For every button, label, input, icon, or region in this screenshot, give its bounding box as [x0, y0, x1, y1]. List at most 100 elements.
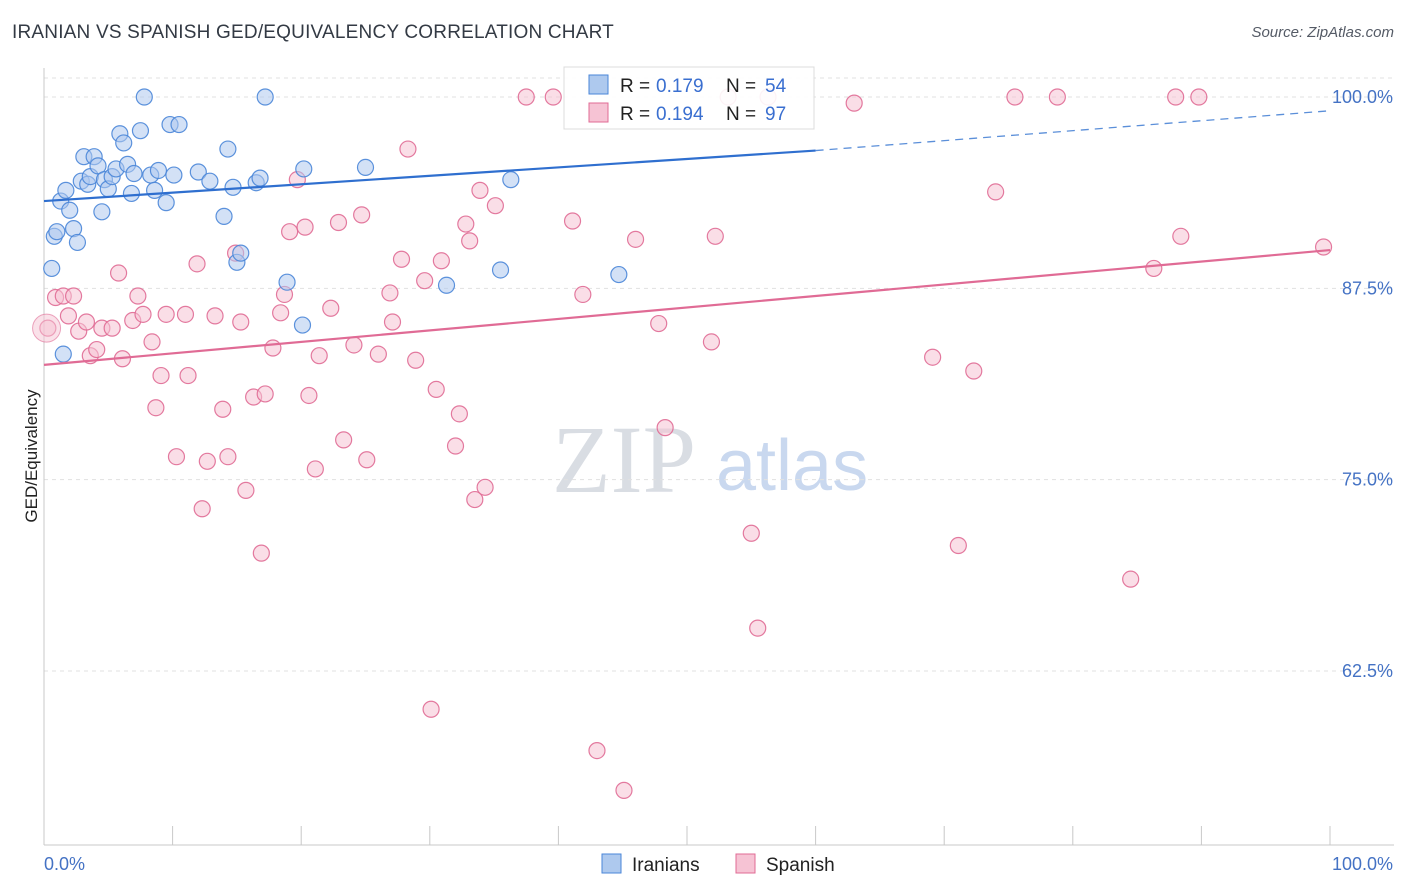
- iranian-point: [491, 261, 510, 279]
- spanish-point: [296, 218, 314, 236]
- iranian-point: [89, 157, 107, 175]
- spanish-point: [427, 380, 445, 398]
- legend-r-label-spanish: R =: [620, 104, 650, 125]
- spanish-point: [1145, 259, 1163, 278]
- iranian-point: [165, 166, 183, 184]
- spanish-point: [193, 500, 211, 518]
- spanish-point: [77, 313, 96, 331]
- iranian-point: [278, 273, 296, 291]
- spanish-point: [432, 252, 450, 270]
- spanish-point: [345, 336, 363, 354]
- spanish-point: [450, 405, 468, 423]
- spanish-point: [147, 399, 165, 417]
- iranian-point: [122, 184, 141, 203]
- spanish-point: [143, 333, 161, 351]
- spanish-point: [845, 94, 863, 112]
- iranian-point: [125, 164, 143, 183]
- watermark-zip: ZIP: [552, 406, 696, 513]
- iranian-point: [256, 88, 274, 106]
- spanish-point: [574, 285, 592, 304]
- spanish-point: [329, 213, 348, 232]
- spanish-point: [650, 314, 668, 333]
- iranian-point: [502, 171, 520, 189]
- legend-r-value-spanish: 0.194: [656, 104, 704, 125]
- spanish-point: [272, 304, 290, 322]
- spanish-point: [965, 362, 983, 380]
- iranian-point: [68, 233, 87, 252]
- spanish-point: [300, 386, 318, 405]
- bottom-legend-swatch-iranians: [601, 853, 622, 874]
- bottom-legend-label-spanish: Spanish: [766, 855, 835, 876]
- spanish-point: [256, 385, 274, 403]
- spanish-point: [358, 451, 376, 469]
- spanish-point: [407, 351, 425, 369]
- spanish-point: [322, 299, 340, 317]
- iranian-point: [54, 345, 72, 363]
- iranian-trend-extension: [815, 110, 1331, 152]
- y-tick-label: 75.0%: [1342, 470, 1393, 490]
- spanish-point: [198, 452, 216, 470]
- spanish-point-cluster: [32, 313, 62, 343]
- iranian-point: [57, 181, 75, 199]
- iranian-point: [201, 172, 219, 190]
- spanish-point: [461, 232, 479, 250]
- y-tick-label: 62.5%: [1342, 661, 1393, 681]
- y-axis-title: GED/Equivalency: [22, 389, 41, 523]
- iranian-point: [43, 259, 61, 278]
- trend-lines: [43, 110, 1331, 366]
- iranian-point: [61, 201, 79, 219]
- y-tick-label: 87.5%: [1342, 278, 1393, 298]
- spanish-point: [369, 345, 387, 363]
- spanish-point: [335, 431, 353, 449]
- spanish-point: [615, 781, 633, 799]
- spanish-point: [749, 619, 767, 637]
- x-tick-label-min: 0.0%: [44, 854, 85, 874]
- spanish-point: [742, 524, 760, 542]
- spanish-point: [281, 223, 299, 241]
- spanish-point: [517, 88, 535, 106]
- y-tick-label: 100.0%: [1332, 87, 1393, 107]
- spanish-point: [88, 340, 106, 359]
- iranian-point: [356, 158, 375, 177]
- legend-swatch-spanish: [588, 102, 609, 123]
- spanish-trend-line: [43, 248, 1331, 366]
- iranian-point: [131, 122, 150, 140]
- x-tick-label-max: 100.0%: [1332, 854, 1393, 874]
- spanish-point: [656, 419, 674, 437]
- spanish-point: [232, 313, 250, 331]
- spanish-point: [264, 339, 282, 357]
- spanish-point: [471, 181, 489, 199]
- spanish-point: [466, 490, 484, 509]
- legend-r-value-iranians: 0.179: [656, 76, 704, 97]
- spanish-point: [416, 272, 434, 290]
- y-tick-labels: 100.0% 87.5% 75.0% 62.5%: [1332, 87, 1393, 681]
- iranian-trend-line: [43, 149, 816, 203]
- iranian-point: [293, 316, 312, 334]
- iranian-point: [437, 276, 456, 294]
- legend-n-value-iranians: 54: [765, 76, 787, 97]
- spanish-point: [1190, 88, 1208, 106]
- iranian-point: [115, 134, 133, 152]
- spanish-point: [1167, 88, 1185, 106]
- spanish-point: [252, 544, 270, 562]
- spanish-point: [353, 206, 371, 224]
- spanish-point: [476, 478, 494, 496]
- spanish-point: [129, 287, 147, 305]
- iranian-point: [135, 88, 153, 106]
- spanish-point: [134, 305, 152, 323]
- spanish-point: [626, 230, 645, 248]
- bottom-legend: Iranians Spanish: [601, 853, 835, 876]
- stats-legend: R = 0.179 N = 54 R = 0.194 N = 97: [563, 66, 815, 130]
- spanish-point: [1048, 88, 1066, 106]
- spanish-point: [399, 140, 417, 158]
- legend-n-value-spanish: 97: [765, 104, 786, 125]
- spanish-point: [422, 700, 440, 718]
- spanish-point: [103, 319, 121, 337]
- spanish-point: [109, 264, 128, 282]
- spanish-points: [32, 88, 1333, 799]
- spanish-point: [188, 255, 206, 273]
- spanish-point: [392, 250, 411, 268]
- spanish-point: [381, 284, 399, 302]
- spanish-point: [702, 333, 721, 351]
- iranian-point: [295, 160, 313, 178]
